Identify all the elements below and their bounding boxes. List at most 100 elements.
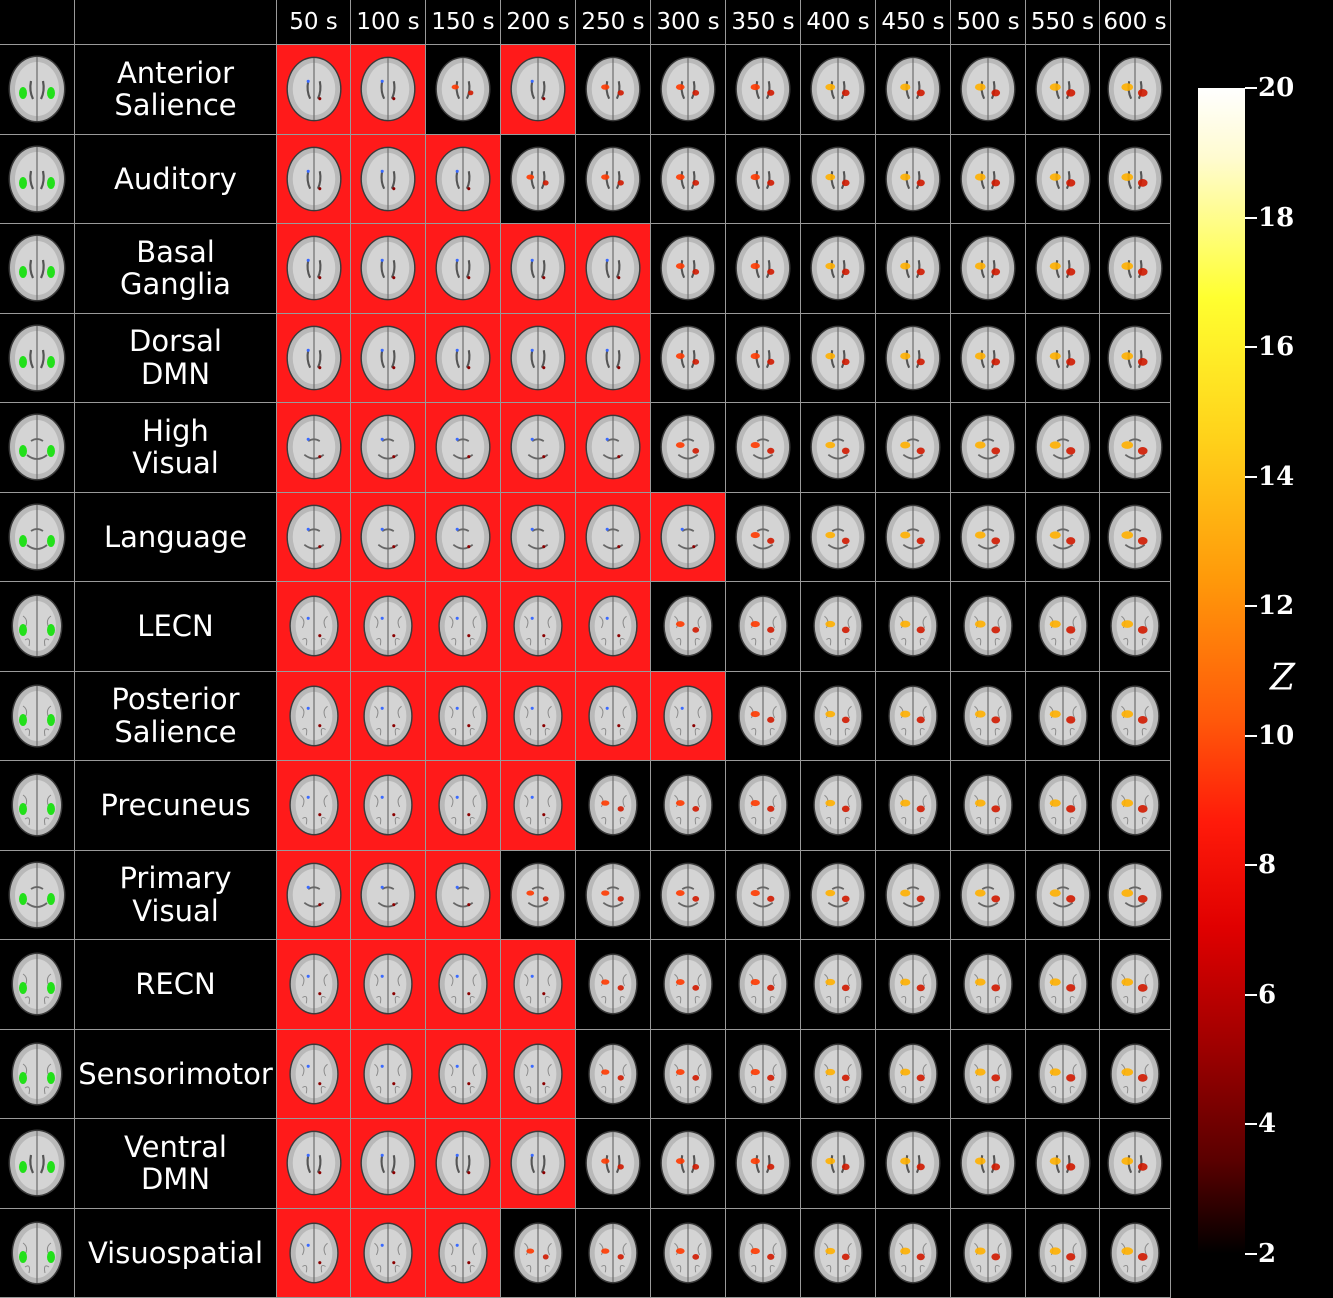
network-label: Visuospatial [75,1209,277,1298]
brain-slice-image [1106,1125,1164,1201]
time-header: 300 s [651,0,726,45]
network-mask-thumbnail [0,403,75,493]
brain-slice-image [285,499,343,575]
brain-slice-image [659,409,717,485]
brain-slice-image [359,499,417,575]
activation-map-cell [651,493,726,583]
colorbar-tick-label: 20 [1258,73,1294,103]
colorbar-tick-mark [1245,605,1257,607]
activation-map-cell [576,582,651,672]
activation-map-cell [951,1119,1026,1209]
activation-map-cell [876,582,951,672]
brain-slice-image [809,767,867,843]
brain-slice-image [285,588,343,664]
brain-slice-image [884,946,942,1022]
network-mask-thumbnail [0,224,75,314]
activation-map-cell [726,672,801,762]
brain-slice-image [1034,1215,1092,1291]
brain-slice-image [884,857,942,933]
brain-slice-image [509,767,567,843]
brain-slice-image [959,767,1017,843]
activation-map-cell [651,1119,726,1209]
network-label-line2: Visual [119,895,231,927]
colorbar-tick-mark [1245,864,1257,866]
activation-map-cell [1100,582,1171,672]
brain-slice-image [659,320,717,396]
brain-slice-image [509,857,567,933]
activation-map-cell [576,45,651,135]
network-label: Language [75,493,277,583]
activation-map-cell [1100,672,1171,762]
activation-map-cell [801,224,876,314]
activation-map-cell [651,135,726,225]
brain-slice-image [734,51,792,127]
activation-map-cell [277,940,351,1030]
activation-map-cell [651,45,726,135]
activation-map-cell [351,493,426,583]
activation-map-cell [277,582,351,672]
colorbar-tick-mark [1245,1253,1257,1255]
brain-slice-image [809,409,867,485]
activation-map-cell [726,761,801,851]
activation-map-cell [277,314,351,404]
activation-map-cell [876,45,951,135]
brain-slice-image [584,767,642,843]
brain-slice-image [1034,51,1092,127]
activation-map-cell [951,851,1026,941]
time-header: 150 s [426,0,501,45]
brain-slice-image [359,946,417,1022]
time-header: 250 s [576,0,651,45]
colorbar-tick-label: 10 [1258,721,1294,751]
brain-slice-image [1034,767,1092,843]
brain-slice-image [734,767,792,843]
brain-slice-image [1034,1036,1092,1112]
activation-map-cell [876,1119,951,1209]
brain-slice-image [359,409,417,485]
activation-map-cell [501,761,576,851]
activation-map-cell [651,582,726,672]
activation-map-cell [277,224,351,314]
activation-map-cell [426,1119,501,1209]
activation-map-cell [1100,45,1171,135]
colorbar-tick-mark [1245,476,1257,478]
activation-map-cell [1100,851,1171,941]
activation-map-cell [726,45,801,135]
brain-slice-image [659,51,717,127]
brain-slice-image [809,588,867,664]
brain-slice-image [1106,141,1164,217]
brain-mask-image [7,589,67,663]
header-spacer [0,0,75,45]
activation-map-cell [726,940,801,1030]
brain-slice-image [434,946,492,1022]
network-mask-thumbnail [0,1209,75,1298]
brain-slice-image [959,499,1017,575]
activation-map-cell [1026,940,1100,1030]
brain-slice-image [509,141,567,217]
activation-map-cell [426,1030,501,1120]
activation-map-cell [876,403,951,493]
network-label-line2: Salience [114,89,236,121]
activation-map-cell [426,403,501,493]
activation-map-cell [576,672,651,762]
activation-map-cell [876,851,951,941]
activation-map-cell [576,314,651,404]
activation-map-cell [277,403,351,493]
activation-map-cell [426,45,501,135]
brain-slice-image [1034,857,1092,933]
activation-map-cell [651,1030,726,1120]
brain-slice-image [884,499,942,575]
brain-slice-image [285,678,343,754]
brain-slice-image [359,767,417,843]
brain-mask-image [7,321,67,395]
activation-map-cell [351,940,426,1030]
brain-slice-image [509,1036,567,1112]
activation-map-cell [801,1119,876,1209]
activation-map-cell [576,493,651,583]
activation-map-cell [1100,135,1171,225]
brain-slice-image [1034,1125,1092,1201]
network-label-line2: Visual [132,447,219,479]
activation-map-cell [277,135,351,225]
brain-slice-image [884,588,942,664]
brain-slice-image [959,320,1017,396]
